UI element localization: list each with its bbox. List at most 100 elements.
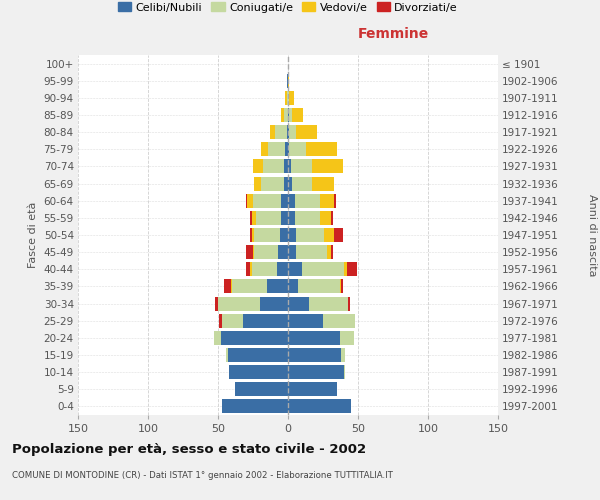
Bar xyxy=(295,194,320,207)
Bar xyxy=(260,296,288,310)
Bar xyxy=(288,194,295,207)
Bar xyxy=(280,228,288,242)
Bar xyxy=(327,245,331,259)
Bar xyxy=(289,125,296,139)
Bar xyxy=(331,245,333,259)
Bar xyxy=(331,211,333,225)
Bar xyxy=(284,176,288,190)
Bar xyxy=(288,348,341,362)
Bar xyxy=(220,314,222,328)
Bar xyxy=(281,194,288,207)
Bar xyxy=(344,262,347,276)
Bar xyxy=(341,348,346,362)
Bar xyxy=(306,142,337,156)
Bar xyxy=(284,160,288,173)
Bar xyxy=(334,228,343,242)
Bar xyxy=(232,280,267,293)
Bar xyxy=(288,365,344,379)
Bar xyxy=(289,142,306,156)
Bar xyxy=(288,296,309,310)
Bar xyxy=(309,296,348,310)
Bar xyxy=(285,91,287,105)
Bar xyxy=(250,228,251,242)
Bar xyxy=(288,400,351,413)
Bar xyxy=(263,160,284,173)
Bar xyxy=(224,280,230,293)
Bar xyxy=(287,125,288,139)
Bar xyxy=(262,176,284,190)
Bar xyxy=(218,296,260,310)
Bar xyxy=(246,194,247,207)
Bar xyxy=(288,245,296,259)
Bar xyxy=(287,74,288,88)
Bar xyxy=(292,176,312,190)
Bar xyxy=(251,228,254,242)
Bar xyxy=(285,142,288,156)
Bar xyxy=(289,91,293,105)
Bar xyxy=(267,280,288,293)
Bar xyxy=(302,262,344,276)
Bar xyxy=(230,280,232,293)
Bar xyxy=(250,211,251,225)
Bar xyxy=(268,142,285,156)
Bar xyxy=(312,160,343,173)
Bar xyxy=(278,245,288,259)
Bar xyxy=(256,211,281,225)
Bar xyxy=(292,108,304,122)
Bar xyxy=(288,382,337,396)
Bar xyxy=(298,280,340,293)
Bar xyxy=(275,125,287,139)
Text: Femmine: Femmine xyxy=(358,26,428,40)
Bar xyxy=(325,228,334,242)
Bar xyxy=(251,211,256,225)
Bar xyxy=(222,400,288,413)
Text: COMUNE DI MONTODINE (CR) - Dati ISTAT 1° gennaio 2002 - Elaborazione TUTTITALIA.: COMUNE DI MONTODINE (CR) - Dati ISTAT 1°… xyxy=(12,471,393,480)
Bar xyxy=(288,125,289,139)
Bar xyxy=(251,262,277,276)
Bar xyxy=(253,245,254,259)
Bar xyxy=(288,142,289,156)
Bar xyxy=(296,125,317,139)
Bar xyxy=(254,245,278,259)
Bar xyxy=(288,331,340,345)
Bar xyxy=(320,211,331,225)
Text: Popolazione per età, sesso e stato civile - 2002: Popolazione per età, sesso e stato civil… xyxy=(12,442,366,456)
Bar xyxy=(288,280,298,293)
Bar xyxy=(289,108,292,122)
Bar xyxy=(296,245,327,259)
Bar xyxy=(284,108,288,122)
Bar xyxy=(288,74,289,88)
Bar xyxy=(340,280,341,293)
Bar xyxy=(235,382,288,396)
Bar xyxy=(288,91,289,105)
Bar xyxy=(341,280,343,293)
Bar xyxy=(291,160,312,173)
Bar xyxy=(281,211,288,225)
Bar xyxy=(246,262,250,276)
Bar xyxy=(288,176,292,190)
Y-axis label: Fasce di età: Fasce di età xyxy=(28,202,38,268)
Bar xyxy=(270,125,275,139)
Bar xyxy=(320,194,334,207)
Bar xyxy=(288,160,291,173)
Bar xyxy=(214,331,221,345)
Bar xyxy=(348,296,350,310)
Bar xyxy=(222,314,243,328)
Bar xyxy=(296,228,325,242)
Bar xyxy=(253,194,281,207)
Bar xyxy=(277,262,288,276)
Bar xyxy=(243,314,288,328)
Bar xyxy=(347,262,356,276)
Bar xyxy=(254,228,280,242)
Bar xyxy=(262,142,268,156)
Bar xyxy=(221,331,288,345)
Bar xyxy=(281,108,284,122)
Bar xyxy=(323,314,355,328)
Bar xyxy=(288,262,302,276)
Bar xyxy=(295,211,320,225)
Bar xyxy=(253,160,263,173)
Legend: Celibi/Nubili, Coniugati/e, Vedovi/e, Divorziati/e: Celibi/Nubili, Coniugati/e, Vedovi/e, Di… xyxy=(113,0,463,17)
Bar xyxy=(250,262,251,276)
Bar xyxy=(254,176,262,190)
Bar xyxy=(288,228,296,242)
